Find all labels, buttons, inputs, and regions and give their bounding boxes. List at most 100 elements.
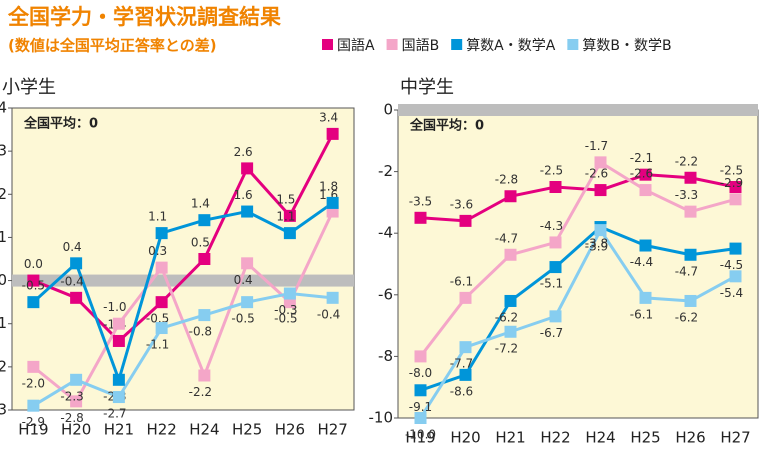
line	[419, 160, 736, 358]
value-label: -6.2	[675, 310, 698, 324]
value-label: -8.6	[450, 384, 473, 398]
marker	[241, 205, 254, 218]
value-label: -7.2	[495, 341, 518, 355]
series-layer: -3.5 -3.6 -2.8 -2.5 -2.6 -2.1 -2.2 -2.5 -8.0 -6.1…	[405, 139, 743, 442]
value-label: -4.4	[630, 255, 653, 269]
marker	[198, 214, 211, 227]
value-label: 1.8	[319, 179, 338, 193]
legend-label: 算数A・数学A	[466, 38, 556, 54]
marker	[504, 248, 517, 261]
marker	[639, 184, 652, 197]
x-tick-label: H26	[675, 429, 705, 447]
value-label: -0.4	[60, 274, 83, 288]
marker	[549, 261, 562, 274]
value-label: 0.5	[191, 236, 210, 250]
x-tick-label: H20	[61, 421, 91, 439]
value-label: 1.4	[191, 197, 210, 211]
marker	[504, 190, 517, 203]
marker	[283, 209, 296, 222]
value-label: -3.3	[675, 188, 698, 202]
subtitle: (数値は全国平均正答率との差)	[8, 37, 217, 55]
marker	[241, 296, 254, 309]
marker	[27, 360, 40, 373]
value-label: -6.7	[540, 326, 563, 340]
y-tick-label: -2	[0, 357, 7, 375]
y-tick-label: 1	[0, 228, 7, 246]
marker	[729, 181, 742, 193]
value-label: -2.3	[60, 389, 83, 403]
value-label: 1.1	[148, 210, 167, 224]
line	[32, 133, 334, 344]
marker	[684, 294, 697, 307]
value-label: -6.2	[495, 310, 518, 324]
value-label: -2.9	[720, 176, 743, 190]
value-label: -0.5	[231, 312, 254, 326]
zero-band	[398, 104, 758, 116]
value-label: -2.9	[22, 415, 45, 429]
value-label: -4.3	[540, 219, 563, 233]
x-tick-label: H25	[630, 429, 660, 447]
marker	[70, 373, 83, 386]
value-label: -2.6	[630, 167, 653, 181]
line	[420, 173, 736, 223]
marker	[459, 291, 472, 304]
line	[32, 291, 333, 407]
y-tick-label: 0	[383, 101, 393, 119]
y-tick-label: -10	[369, 409, 394, 427]
panel-title: 中学生	[400, 77, 454, 98]
marker	[639, 168, 652, 181]
value-label: 0.0	[24, 257, 43, 271]
x-tick-label: H21	[495, 429, 525, 447]
value-label: -5.1	[540, 277, 563, 291]
x-tick-label: H20	[450, 429, 480, 447]
line	[419, 227, 737, 419]
marker	[155, 296, 168, 309]
marker	[198, 369, 211, 382]
marker	[549, 181, 562, 193]
value-label: -0.4	[317, 307, 340, 321]
value-label: 1.6	[234, 188, 253, 202]
marker	[459, 214, 472, 227]
marker	[414, 350, 427, 363]
marker	[155, 227, 168, 240]
line	[32, 201, 334, 385]
marker	[241, 257, 254, 270]
marker	[112, 317, 125, 330]
y-tick-label: 3	[0, 142, 7, 160]
marker	[326, 127, 339, 140]
value-label: -1.1	[146, 338, 169, 352]
x-tick-label: H22	[540, 429, 570, 447]
legend-swatch	[451, 39, 463, 50]
marker	[684, 171, 697, 184]
x-tick-label: H26	[275, 421, 305, 439]
marker	[639, 239, 652, 252]
y-tick-label: -8	[378, 347, 393, 365]
value-label: -2.6	[585, 167, 608, 181]
value-label: -2.5	[720, 164, 743, 178]
marker	[27, 274, 40, 287]
marker	[112, 391, 125, 404]
value-label: 3.4	[319, 110, 338, 124]
legend-label: 算数B・数学B	[582, 38, 671, 54]
y-tick-label: -1	[0, 314, 7, 332]
value-label: 2.6	[234, 145, 253, 159]
y-tick-label: -6	[378, 285, 393, 303]
value-label: -2.1	[630, 151, 653, 165]
value-label: 1.1	[276, 210, 295, 224]
marker	[684, 205, 697, 218]
x-tick-label: H27	[720, 429, 750, 447]
value-label: -7.7	[450, 357, 473, 371]
plot-area	[11, 107, 355, 411]
marker	[70, 395, 83, 408]
marker	[594, 184, 607, 197]
x-tick-label: H24	[189, 421, 219, 439]
value-label: 1.5	[276, 192, 295, 206]
x-tick-label: H21	[104, 421, 134, 439]
marker	[594, 224, 607, 237]
line	[420, 225, 736, 392]
marker	[27, 399, 40, 412]
x-tick-label: H22	[146, 421, 176, 439]
marker	[241, 162, 254, 175]
y-tick-label: -2	[378, 162, 393, 180]
